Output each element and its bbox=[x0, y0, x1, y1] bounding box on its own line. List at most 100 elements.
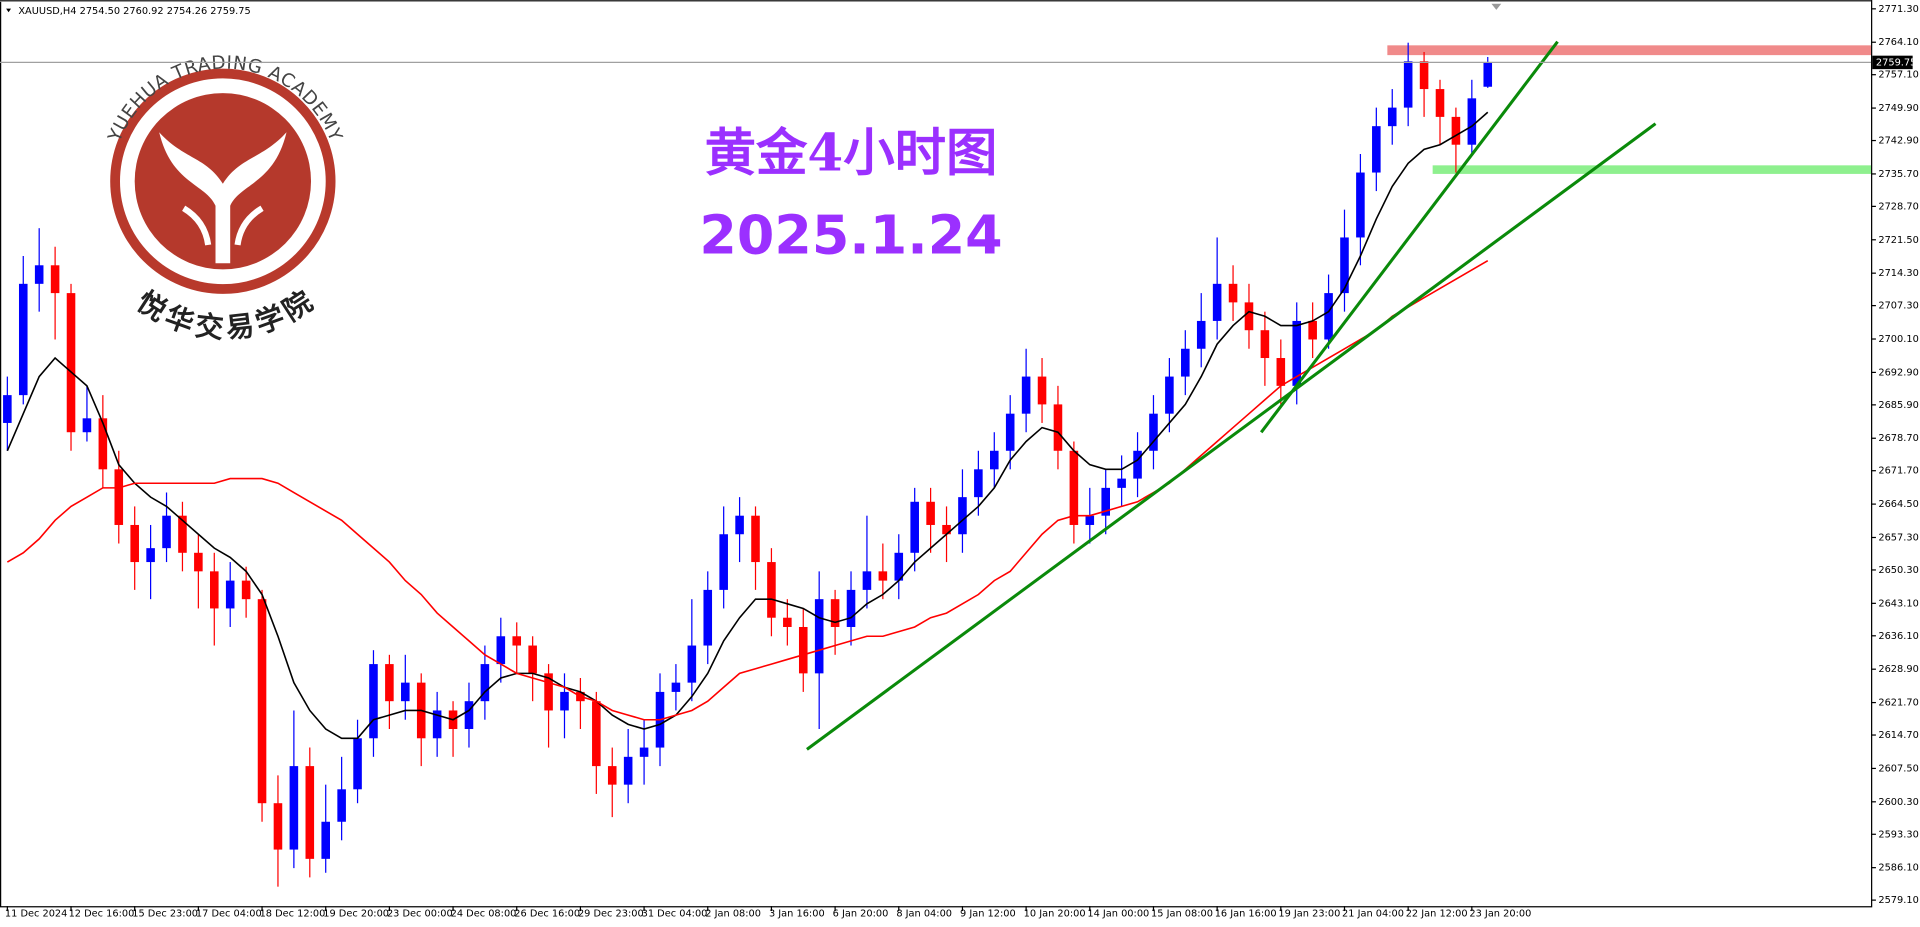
candle-body bbox=[432, 710, 442, 739]
x-tick-label: 23 Dec 00:00 bbox=[387, 909, 453, 920]
candle-body bbox=[623, 756, 633, 785]
y-tick-label: 2685.90 bbox=[1878, 400, 1918, 411]
x-tick-label: 10 Jan 20:00 bbox=[1024, 909, 1086, 920]
trend-line bbox=[806, 122, 1657, 751]
candle-body bbox=[305, 766, 315, 859]
chart-title: 黄金4小时图 bbox=[705, 123, 998, 183]
y-tick-label: 2607.50 bbox=[1878, 763, 1918, 774]
y-tick-label: 2614.70 bbox=[1878, 730, 1918, 741]
resistance-zone bbox=[1387, 45, 1872, 56]
y-tick-label: 2671.70 bbox=[1878, 466, 1918, 477]
candle-body bbox=[1292, 320, 1302, 386]
candle-body bbox=[1372, 126, 1381, 173]
x-tick-label: 18 Dec 12:00 bbox=[260, 909, 326, 920]
x-tick-label: 6 Jan 20:00 bbox=[833, 909, 889, 920]
x-tick-label: 29 Dec 23:00 bbox=[578, 909, 644, 920]
last-price-label: 2759.75 bbox=[1876, 57, 1916, 68]
x-tick-label: 31 Dec 04:00 bbox=[642, 909, 708, 920]
y-tick-label: 2678.70 bbox=[1878, 433, 1918, 444]
moving-average bbox=[6, 259, 1489, 721]
candle-body bbox=[1053, 404, 1063, 451]
candle-body bbox=[512, 636, 522, 646]
x-tick-label: 12 Dec 16:00 bbox=[69, 909, 135, 920]
candle-body bbox=[210, 571, 219, 609]
candle-body bbox=[1276, 358, 1286, 386]
y-tick-label: 2757.10 bbox=[1878, 70, 1918, 81]
y-tick-label: 2586.10 bbox=[1878, 863, 1918, 874]
candle-body bbox=[496, 636, 506, 665]
y-tick-label: 2650.30 bbox=[1878, 565, 1918, 576]
candle-body bbox=[1228, 283, 1238, 303]
candle-body bbox=[480, 664, 490, 702]
candle-body bbox=[1419, 61, 1429, 90]
trend-line bbox=[1260, 40, 1559, 434]
x-tick-label: 26 Dec 16:00 bbox=[514, 909, 580, 920]
x-tick-label: 17 Dec 04:00 bbox=[196, 909, 262, 920]
y-tick-label: 2714.30 bbox=[1878, 268, 1918, 279]
candle-body bbox=[703, 589, 713, 646]
candle-body bbox=[385, 664, 394, 702]
candle-body bbox=[50, 265, 60, 294]
candle-body bbox=[1181, 348, 1190, 377]
y-tick-label: 2692.90 bbox=[1878, 367, 1918, 378]
candle-body bbox=[1021, 376, 1031, 414]
candle-body bbox=[289, 766, 299, 850]
candle-body bbox=[846, 589, 856, 627]
candle-body bbox=[178, 515, 187, 553]
candle-body bbox=[1308, 320, 1317, 340]
candle-body bbox=[1244, 302, 1254, 331]
logo-disc bbox=[134, 93, 312, 270]
candle-body bbox=[1005, 413, 1015, 451]
candle-body bbox=[273, 803, 283, 850]
candle-body bbox=[257, 599, 267, 804]
y-tick-label: 2707.30 bbox=[1878, 301, 1918, 312]
candle-body bbox=[751, 515, 760, 563]
candle-body bbox=[1069, 450, 1079, 525]
candle-body bbox=[464, 701, 474, 730]
x-tick-label: 15 Dec 23:00 bbox=[132, 909, 198, 920]
candle-body bbox=[544, 673, 553, 711]
candle-body bbox=[162, 515, 171, 549]
candle-body bbox=[592, 701, 601, 767]
y-tick-label: 2664.50 bbox=[1878, 499, 1918, 510]
candle-body bbox=[1435, 89, 1445, 117]
candle-body bbox=[830, 599, 840, 627]
y-tick-label: 2621.70 bbox=[1878, 698, 1918, 709]
candle-body bbox=[878, 571, 888, 581]
y-tick-label: 2721.50 bbox=[1878, 235, 1918, 246]
menu-arrow bbox=[6, 8, 12, 13]
candle-body bbox=[1387, 107, 1397, 127]
candle-body bbox=[1483, 62, 1493, 87]
candle-body bbox=[1212, 283, 1222, 321]
candle-body bbox=[401, 682, 410, 702]
candle-body bbox=[1340, 237, 1349, 294]
candle-body bbox=[241, 580, 251, 600]
marks bbox=[3, 42, 1493, 887]
x-tick-label: 15 Jan 08:00 bbox=[1151, 909, 1213, 920]
y-tick-label: 2579.10 bbox=[1878, 895, 1918, 906]
candle-body bbox=[18, 283, 28, 396]
symbol-header: XAUUSD,H4 2754.50 2760.92 2754.26 2759.7… bbox=[18, 6, 250, 17]
last-price-box bbox=[1872, 55, 1913, 70]
candle-body bbox=[1117, 478, 1126, 488]
x-tick-label: 24 Dec 08:00 bbox=[451, 909, 517, 920]
candle-body bbox=[926, 501, 935, 525]
candle-body bbox=[783, 617, 792, 627]
y-tick-label: 2771.30 bbox=[1878, 4, 1918, 15]
candle-body bbox=[1260, 330, 1270, 359]
candle-body bbox=[814, 599, 824, 674]
candle-body bbox=[894, 552, 904, 581]
candle-body bbox=[942, 524, 951, 535]
candle-body bbox=[34, 265, 44, 284]
candle-body bbox=[82, 418, 92, 433]
candle-body bbox=[974, 469, 983, 498]
candle-body bbox=[66, 293, 76, 433]
y-tick-label: 2742.90 bbox=[1878, 136, 1918, 147]
y-tick-label: 2628.90 bbox=[1878, 664, 1918, 675]
candle-body bbox=[3, 395, 12, 423]
y-tick-label: 2700.10 bbox=[1878, 334, 1918, 345]
x-tick-label: 2 Jan 08:00 bbox=[705, 909, 761, 920]
